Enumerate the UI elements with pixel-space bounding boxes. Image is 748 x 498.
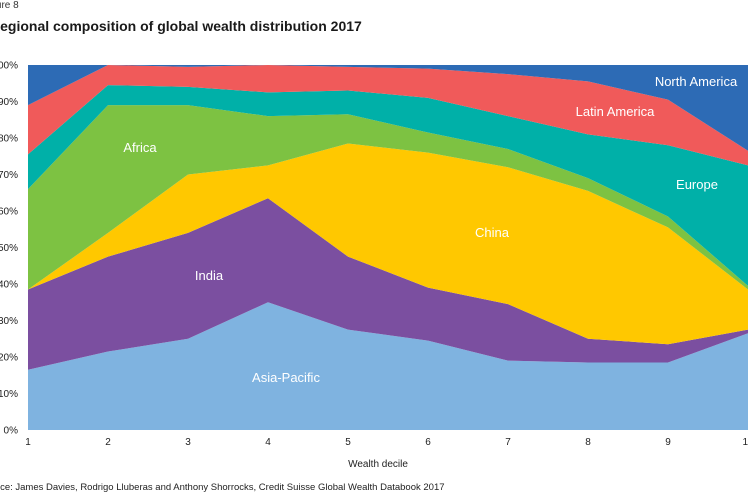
x-tick-label: 3 <box>185 437 191 448</box>
label-europe: Europe <box>676 177 718 192</box>
y-tick-label: 80% <box>0 134 18 145</box>
label-asia-pacific: Asia-Pacific <box>252 370 320 385</box>
area-europe <box>28 85 748 286</box>
label-latin-america: Latin America <box>576 104 656 119</box>
y-tick-label: 30% <box>0 316 18 327</box>
area-asia-pacific <box>28 302 748 430</box>
series-labels: Asia-Pacific India China Africa Europe Latin … <box>123 74 738 385</box>
y-axis-ticks: 0% 10% 20% 30% 40% 50% 60% 70% 80% 90% 100% <box>0 61 18 437</box>
y-tick-label: 0% <box>4 426 19 437</box>
x-tick-label: 8 <box>585 437 591 448</box>
x-tick-label: 2 <box>105 437 111 448</box>
y-tick-label: 90% <box>0 97 18 108</box>
label-africa: Africa <box>123 140 157 155</box>
areas-group <box>28 65 748 430</box>
y-tick-label: 40% <box>0 280 18 291</box>
y-tick-label: 50% <box>0 243 18 254</box>
y-tick-label: 20% <box>0 353 18 364</box>
x-axis-title: Wealth decile <box>348 459 408 470</box>
x-tick-label: 6 <box>425 437 431 448</box>
y-tick-label: 10% <box>0 389 18 400</box>
area-india <box>28 198 748 370</box>
figure-label: Figure 8 <box>0 0 19 11</box>
source-note: Source: James Davies, Rodrigo Lluberas a… <box>0 482 445 493</box>
x-tick-label: 7 <box>505 437 511 448</box>
label-china: China <box>475 225 510 240</box>
x-tick-label: 10 <box>742 437 748 448</box>
area-africa <box>28 105 748 290</box>
label-india: India <box>195 268 224 283</box>
x-tick-label: 1 <box>25 437 31 448</box>
y-tick-label: 70% <box>0 170 18 181</box>
x-tick-label: 9 <box>665 437 671 448</box>
y-tick-label: 60% <box>0 207 18 218</box>
area-north-america <box>28 65 748 151</box>
x-tick-label: 5 <box>345 437 351 448</box>
x-tick-label: 4 <box>265 437 271 448</box>
label-north-america: North America <box>655 74 738 89</box>
x-axis-ticks: 1 2 3 4 5 6 7 8 9 10 <box>25 437 748 448</box>
y-tick-label: 100% <box>0 61 18 72</box>
chart-title: Regional composition of global wealth di… <box>0 18 362 34</box>
area-latin-america <box>28 65 748 166</box>
area-china <box>28 143 748 345</box>
